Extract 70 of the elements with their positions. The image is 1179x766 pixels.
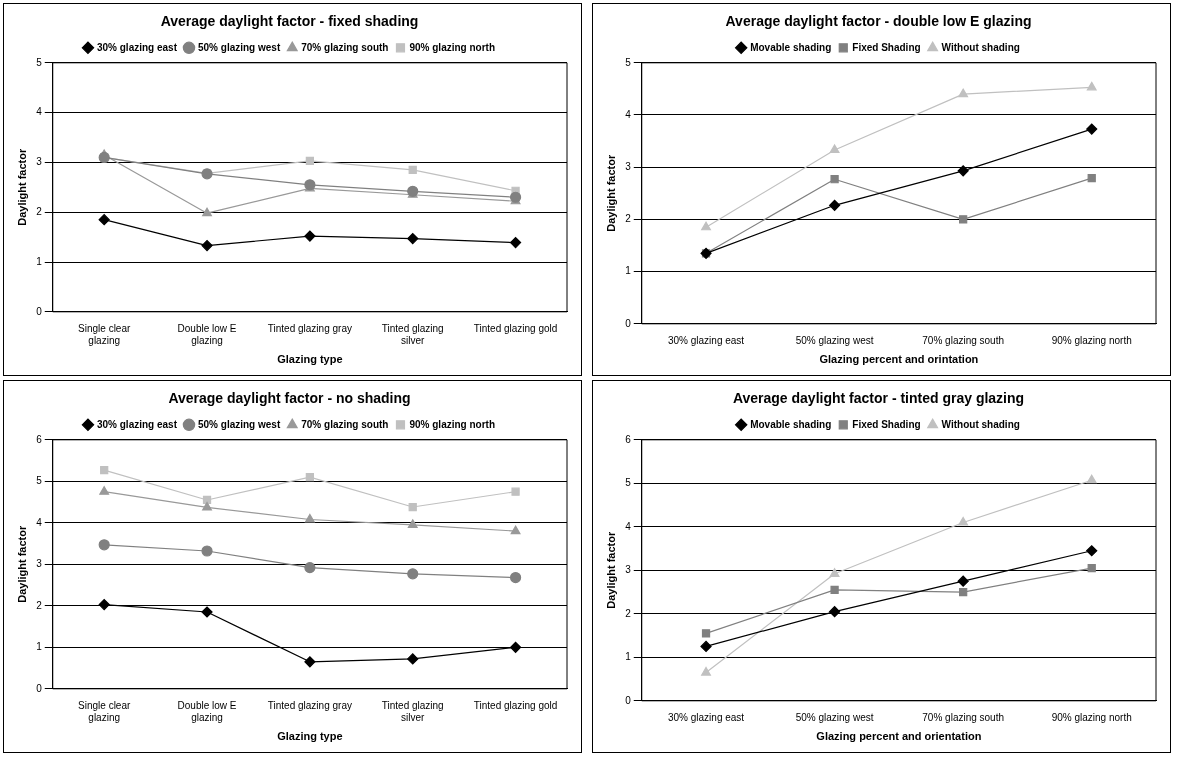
x-tick-label: 50% glazing west — [795, 334, 874, 346]
y-tick-label: 5 — [625, 477, 632, 489]
y-tick-label: 3 — [36, 558, 43, 570]
x-tick-label: Single clear glazing — [78, 699, 131, 723]
x-tick-label: 50% glazing west — [795, 711, 874, 723]
chart-title: Average daylight factor - no shading — [168, 390, 411, 407]
legend-label: Fixed Shading — [852, 41, 921, 53]
x-tick-label: 90% glazing north — [1051, 334, 1132, 346]
x-tick-label: Double low E glazing — [177, 322, 237, 346]
y-tick-label: 1 — [625, 651, 632, 663]
legend-label: 90% glazing north — [409, 418, 496, 430]
x-tick-label: Tinted glazing silver — [381, 322, 444, 346]
y-tick-label: 4 — [625, 108, 632, 120]
y-axis-title: Daylight factor — [604, 154, 617, 232]
y-tick-label: 6 — [36, 433, 43, 445]
x-axis-title: Glazing type — [277, 730, 343, 743]
x-tick-label: 70% glazing south — [922, 334, 1005, 346]
y-tick-label: 5 — [36, 475, 43, 487]
y-tick-label: 4 — [36, 516, 43, 528]
x-tick-label: Single clear glazing — [78, 322, 131, 346]
x-tick-label: 30% glazing east — [667, 334, 745, 346]
legend-label: Without shading — [941, 41, 1020, 53]
x-tick-label: Tinted glazing gold — [473, 699, 558, 711]
x-tick-label: 70% glazing south — [922, 711, 1005, 723]
x-tick-label: Double low E glazing — [177, 699, 237, 723]
y-tick-label: 0 — [36, 305, 43, 317]
y-tick-label: 5 — [36, 56, 43, 68]
x-axis-title: Glazing percent and orientation — [816, 730, 982, 743]
x-tick-label: Tinted glazing gold — [473, 322, 558, 334]
y-tick-label: 0 — [625, 317, 632, 329]
y-tick-label: 0 — [36, 682, 43, 694]
y-axis-title: Daylight factor — [15, 148, 28, 226]
x-tick-label: Tinted glazing gray — [267, 322, 352, 334]
chart-title: Average daylight factor - fixed shading — [160, 13, 419, 30]
y-tick-label: 1 — [625, 265, 632, 277]
y-tick-label: 2 — [625, 213, 632, 225]
y-tick-label: 2 — [36, 205, 43, 217]
y-tick-label: 5 — [625, 56, 632, 68]
y-tick-label: 6 — [625, 433, 632, 445]
y-tick-label: 4 — [625, 520, 632, 532]
legend-label: 50% glazing west — [198, 418, 281, 430]
legend-label: Without shading — [941, 418, 1020, 430]
chart-title: Average daylight factor - double low E glazing — [725, 13, 1032, 30]
y-tick-label: 0 — [625, 694, 632, 706]
x-axis-title: Glazing percent and orintation — [819, 353, 979, 366]
x-axis-title: Glazing type — [277, 353, 343, 366]
y-axis-title: Daylight factor — [604, 531, 617, 609]
legend-label: 30% glazing east — [96, 418, 178, 430]
y-tick-label: 2 — [36, 599, 43, 611]
chart-title: Average daylight factor - tinted gray glazing — [732, 390, 1025, 407]
y-tick-label: 1 — [36, 641, 43, 653]
y-tick-label: 3 — [625, 564, 632, 576]
legend-label: Movable shading — [750, 41, 832, 53]
y-axis-title: Daylight factor — [15, 525, 28, 603]
legend-label: 90% glazing north — [409, 41, 496, 53]
x-tick-label: Tinted glazing silver — [381, 699, 444, 723]
x-tick-label: 90% glazing north — [1051, 711, 1132, 723]
legend-label: 50% glazing west — [198, 41, 281, 53]
legend-label: Fixed Shading — [852, 418, 921, 430]
x-tick-label: Tinted glazing gray — [267, 699, 352, 711]
y-tick-label: 1 — [36, 255, 43, 267]
x-tick-label: 30% glazing east — [667, 711, 745, 723]
y-tick-label: 3 — [625, 160, 632, 172]
legend-label: 70% glazing south — [301, 418, 389, 430]
y-tick-label: 2 — [625, 607, 632, 619]
legend-label: 30% glazing east — [96, 41, 178, 53]
legend-label: 70% glazing south — [301, 41, 389, 53]
legend-label: Movable shading — [750, 418, 832, 430]
y-tick-label: 4 — [36, 106, 43, 118]
y-tick-label: 3 — [36, 156, 43, 168]
